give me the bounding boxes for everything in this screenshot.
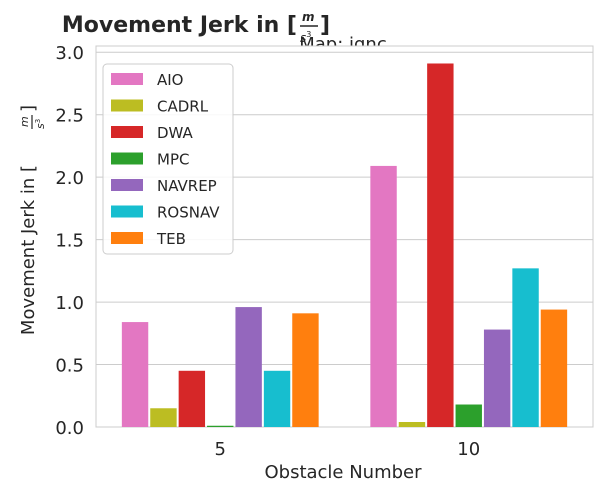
legend-swatch-teb (111, 232, 143, 244)
bar-rosnav-10 (512, 268, 539, 427)
legend-label-mpc: MPC (157, 151, 189, 169)
y-tick-label: 3.0 (55, 43, 84, 64)
legend-swatch-navrep (111, 179, 143, 191)
legend-swatch-rosnav (111, 205, 143, 218)
legend-swatch-cadrl (111, 99, 143, 112)
legend-label-dwa: DWA (157, 124, 194, 142)
legend-label-aio: AIO (157, 71, 184, 89)
y-tick-label: 0.5 (55, 356, 84, 377)
x-axis-label: Obstacle Number (264, 462, 422, 483)
bar-rosnav-5 (263, 370, 291, 427)
bar-dwa-10 (427, 63, 454, 427)
legend-label-navrep: NAVREP (157, 177, 217, 195)
bar-aio-10 (370, 165, 397, 427)
legend-label-teb: TEB (156, 230, 186, 248)
chart-title-unit-den: s3 (300, 30, 311, 45)
y-axis-label-text: Movement Jerk in [ (18, 165, 39, 335)
legend: AIO CADRL DWA MPC NAVREP ROSNAV TEB (102, 63, 234, 255)
legend-swatch-dwa (111, 126, 143, 138)
bar-mpc-10 (455, 404, 482, 427)
bar-teb-5 (292, 313, 319, 427)
legend-swatch-aio (111, 73, 143, 85)
y-axis-ticks: 0.0 0.5 1.0 1.5 2.0 2.5 3.0 (55, 43, 84, 439)
y-axis-label-unit-num: m (18, 116, 31, 127)
bar-cadrl-5 (150, 408, 177, 427)
bar-dwa-5 (178, 370, 206, 427)
chart-title: Movement Jerk in [ m s3 ] (62, 10, 330, 45)
chart-title-text: Movement Jerk in [ (62, 13, 297, 38)
legend-swatch-mpc (111, 152, 143, 165)
x-axis-ticks: 5 10 (215, 439, 481, 460)
y-axis-label: Movement Jerk in [ m s3 ] (18, 105, 47, 335)
chart-title-fraction: m (302, 10, 315, 24)
bar-teb-10 (540, 309, 568, 427)
y-tick-label: 1.0 (55, 293, 84, 314)
y-axis-label-close: ] (18, 105, 39, 112)
legend-label-cadrl: CADRL (157, 98, 209, 116)
x-tick-label: 10 (457, 439, 480, 460)
y-tick-label: 1.5 (55, 231, 84, 252)
bar-navrep-10 (483, 329, 511, 427)
bar-navrep-5 (235, 307, 262, 427)
x-tick-label: 5 (215, 439, 226, 460)
y-axis-label-unit-den: s3 (34, 119, 47, 129)
y-tick-label: 0.0 (55, 418, 84, 439)
y-tick-label: 2.0 (55, 168, 84, 189)
chart-title-close: ] (320, 13, 330, 38)
legend-label-rosnav: ROSNAV (157, 204, 220, 222)
bar-cadrl-10 (398, 422, 426, 427)
bar-mpc-5 (207, 425, 234, 427)
chart-title-unit-num: m (302, 10, 315, 24)
y-tick-label: 2.5 (55, 106, 84, 127)
bars (121, 63, 568, 427)
bar-aio-5 (121, 322, 149, 427)
